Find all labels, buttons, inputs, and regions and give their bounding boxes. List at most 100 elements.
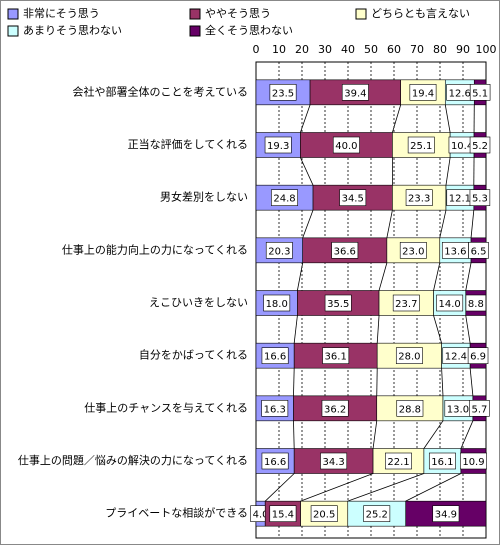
value-label: 10.9 — [462, 457, 484, 468]
value-label-group: 23.0 — [399, 242, 427, 259]
y-tick-label: 自分をかばってくれる — [139, 349, 248, 362]
value-label: 28.0 — [398, 352, 420, 363]
value-label-box — [385, 452, 412, 470]
value-label-group: 10.9 — [460, 452, 487, 470]
value-label: 34.3 — [322, 457, 344, 468]
connector-line — [300, 104, 311, 133]
connector-line — [465, 315, 471, 344]
value-label-box — [468, 242, 489, 259]
value-label-box — [467, 347, 489, 364]
value-label: 4.0 — [253, 510, 269, 521]
value-label-group: 24.8 — [271, 189, 298, 206]
value-label-box — [469, 189, 491, 206]
value-label: 36.6 — [334, 246, 356, 257]
value-label: 23.7 — [395, 299, 417, 310]
x-tick-label: 30 — [318, 43, 332, 56]
value-label-box — [322, 347, 350, 364]
legend-swatch — [189, 8, 201, 20]
value-label-box — [460, 452, 487, 470]
value-label-group: 13.0 — [444, 400, 472, 417]
value-label: 28.8 — [399, 404, 421, 415]
value-label-box — [320, 452, 348, 470]
value-label-box — [261, 400, 289, 417]
value-label-box — [339, 189, 367, 206]
value-label: 16.6 — [264, 457, 286, 468]
value-label-group: 12.6 — [446, 84, 474, 101]
connector-line — [433, 315, 442, 344]
value-label: 20.5 — [313, 510, 335, 521]
value-label-box — [436, 294, 464, 312]
value-label: 36.1 — [325, 352, 347, 363]
connector-line — [293, 420, 295, 449]
x-tick-label: 10 — [272, 43, 286, 56]
value-label: 15.4 — [272, 510, 294, 521]
y-tick-label: 仕事上の問題／悩みの解決の力になってくれる — [18, 453, 248, 467]
value-label: 25.2 — [366, 510, 388, 521]
value-label-box — [395, 347, 423, 364]
value-label-group: 22.1 — [385, 452, 412, 470]
connector-line — [293, 368, 295, 396]
connector-line — [300, 157, 314, 186]
bar-segment — [386, 237, 441, 264]
value-label: 19.4 — [412, 88, 434, 99]
value-label-group: 34.3 — [320, 452, 348, 470]
value-label-group: 20.3 — [265, 242, 293, 259]
value-label-box — [261, 452, 289, 470]
connector-line — [433, 262, 441, 291]
value-label: 39.4 — [344, 88, 366, 99]
value-label-group: 34.9 — [432, 505, 460, 522]
value-label: 13.6 — [444, 246, 466, 257]
value-label-box — [321, 400, 349, 417]
legend-swatch — [189, 25, 201, 37]
value-label-group: 13.6 — [441, 242, 469, 259]
value-label-box — [469, 136, 491, 154]
value-label-box — [331, 242, 359, 259]
connector-line — [293, 315, 298, 344]
value-label-group: 12.1 — [446, 189, 474, 206]
value-label-group: 39.4 — [341, 84, 369, 101]
connector-line — [469, 368, 474, 396]
value-label-box — [432, 505, 460, 522]
value-label-box — [261, 347, 289, 364]
value-label-box — [265, 242, 293, 259]
value-label-group: 20.5 — [310, 505, 338, 522]
value-label-group: 16.6 — [261, 347, 289, 364]
value-label-group: 28.8 — [396, 400, 424, 417]
x-tick-label: 70 — [410, 43, 424, 56]
value-label: 12.4 — [445, 352, 467, 363]
connector-line — [392, 104, 402, 133]
value-label-group: 6.5 — [468, 242, 489, 259]
value-label-group: 36.2 — [321, 400, 349, 417]
y-tick-label: えこひいきをしない — [149, 296, 248, 309]
value-label-box — [269, 505, 297, 522]
value-label: 34.5 — [342, 194, 364, 205]
value-label-box — [264, 136, 292, 154]
value-label: 12.6 — [449, 88, 471, 99]
value-label-box — [332, 136, 360, 154]
value-label: 34.9 — [435, 510, 457, 521]
value-label-group: 5.3 — [469, 189, 491, 206]
value-label-group: 16.6 — [261, 452, 289, 470]
connector-line — [444, 104, 451, 133]
value-label: 5.7 — [471, 404, 487, 415]
value-label-box — [465, 294, 487, 312]
connector-line — [405, 473, 462, 502]
value-label-group: 28.0 — [395, 347, 423, 364]
value-label: 36.2 — [324, 404, 346, 415]
connector-line — [386, 210, 393, 238]
value-label: 14.0 — [439, 299, 461, 310]
connector-line — [297, 262, 304, 291]
x-tick-label: 0 — [253, 43, 260, 56]
value-label: 19.3 — [267, 141, 289, 152]
value-label: 16.1 — [431, 457, 453, 468]
value-label: 16.6 — [264, 352, 286, 363]
y-tick-label: 正当な評価をしてくれる — [128, 137, 248, 151]
x-tick-label: 100 — [476, 43, 497, 56]
connector-line — [302, 210, 314, 238]
x-tick-label: 80 — [433, 43, 447, 56]
value-label: 23.0 — [402, 246, 424, 257]
value-label-group: 23.3 — [405, 189, 433, 206]
value-label-group: 34.5 — [339, 189, 367, 206]
connector-line — [347, 473, 425, 502]
